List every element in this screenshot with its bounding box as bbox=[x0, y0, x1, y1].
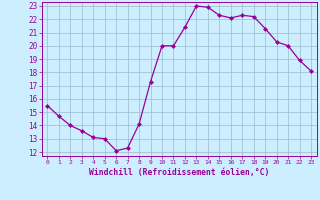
X-axis label: Windchill (Refroidissement éolien,°C): Windchill (Refroidissement éolien,°C) bbox=[89, 168, 269, 177]
